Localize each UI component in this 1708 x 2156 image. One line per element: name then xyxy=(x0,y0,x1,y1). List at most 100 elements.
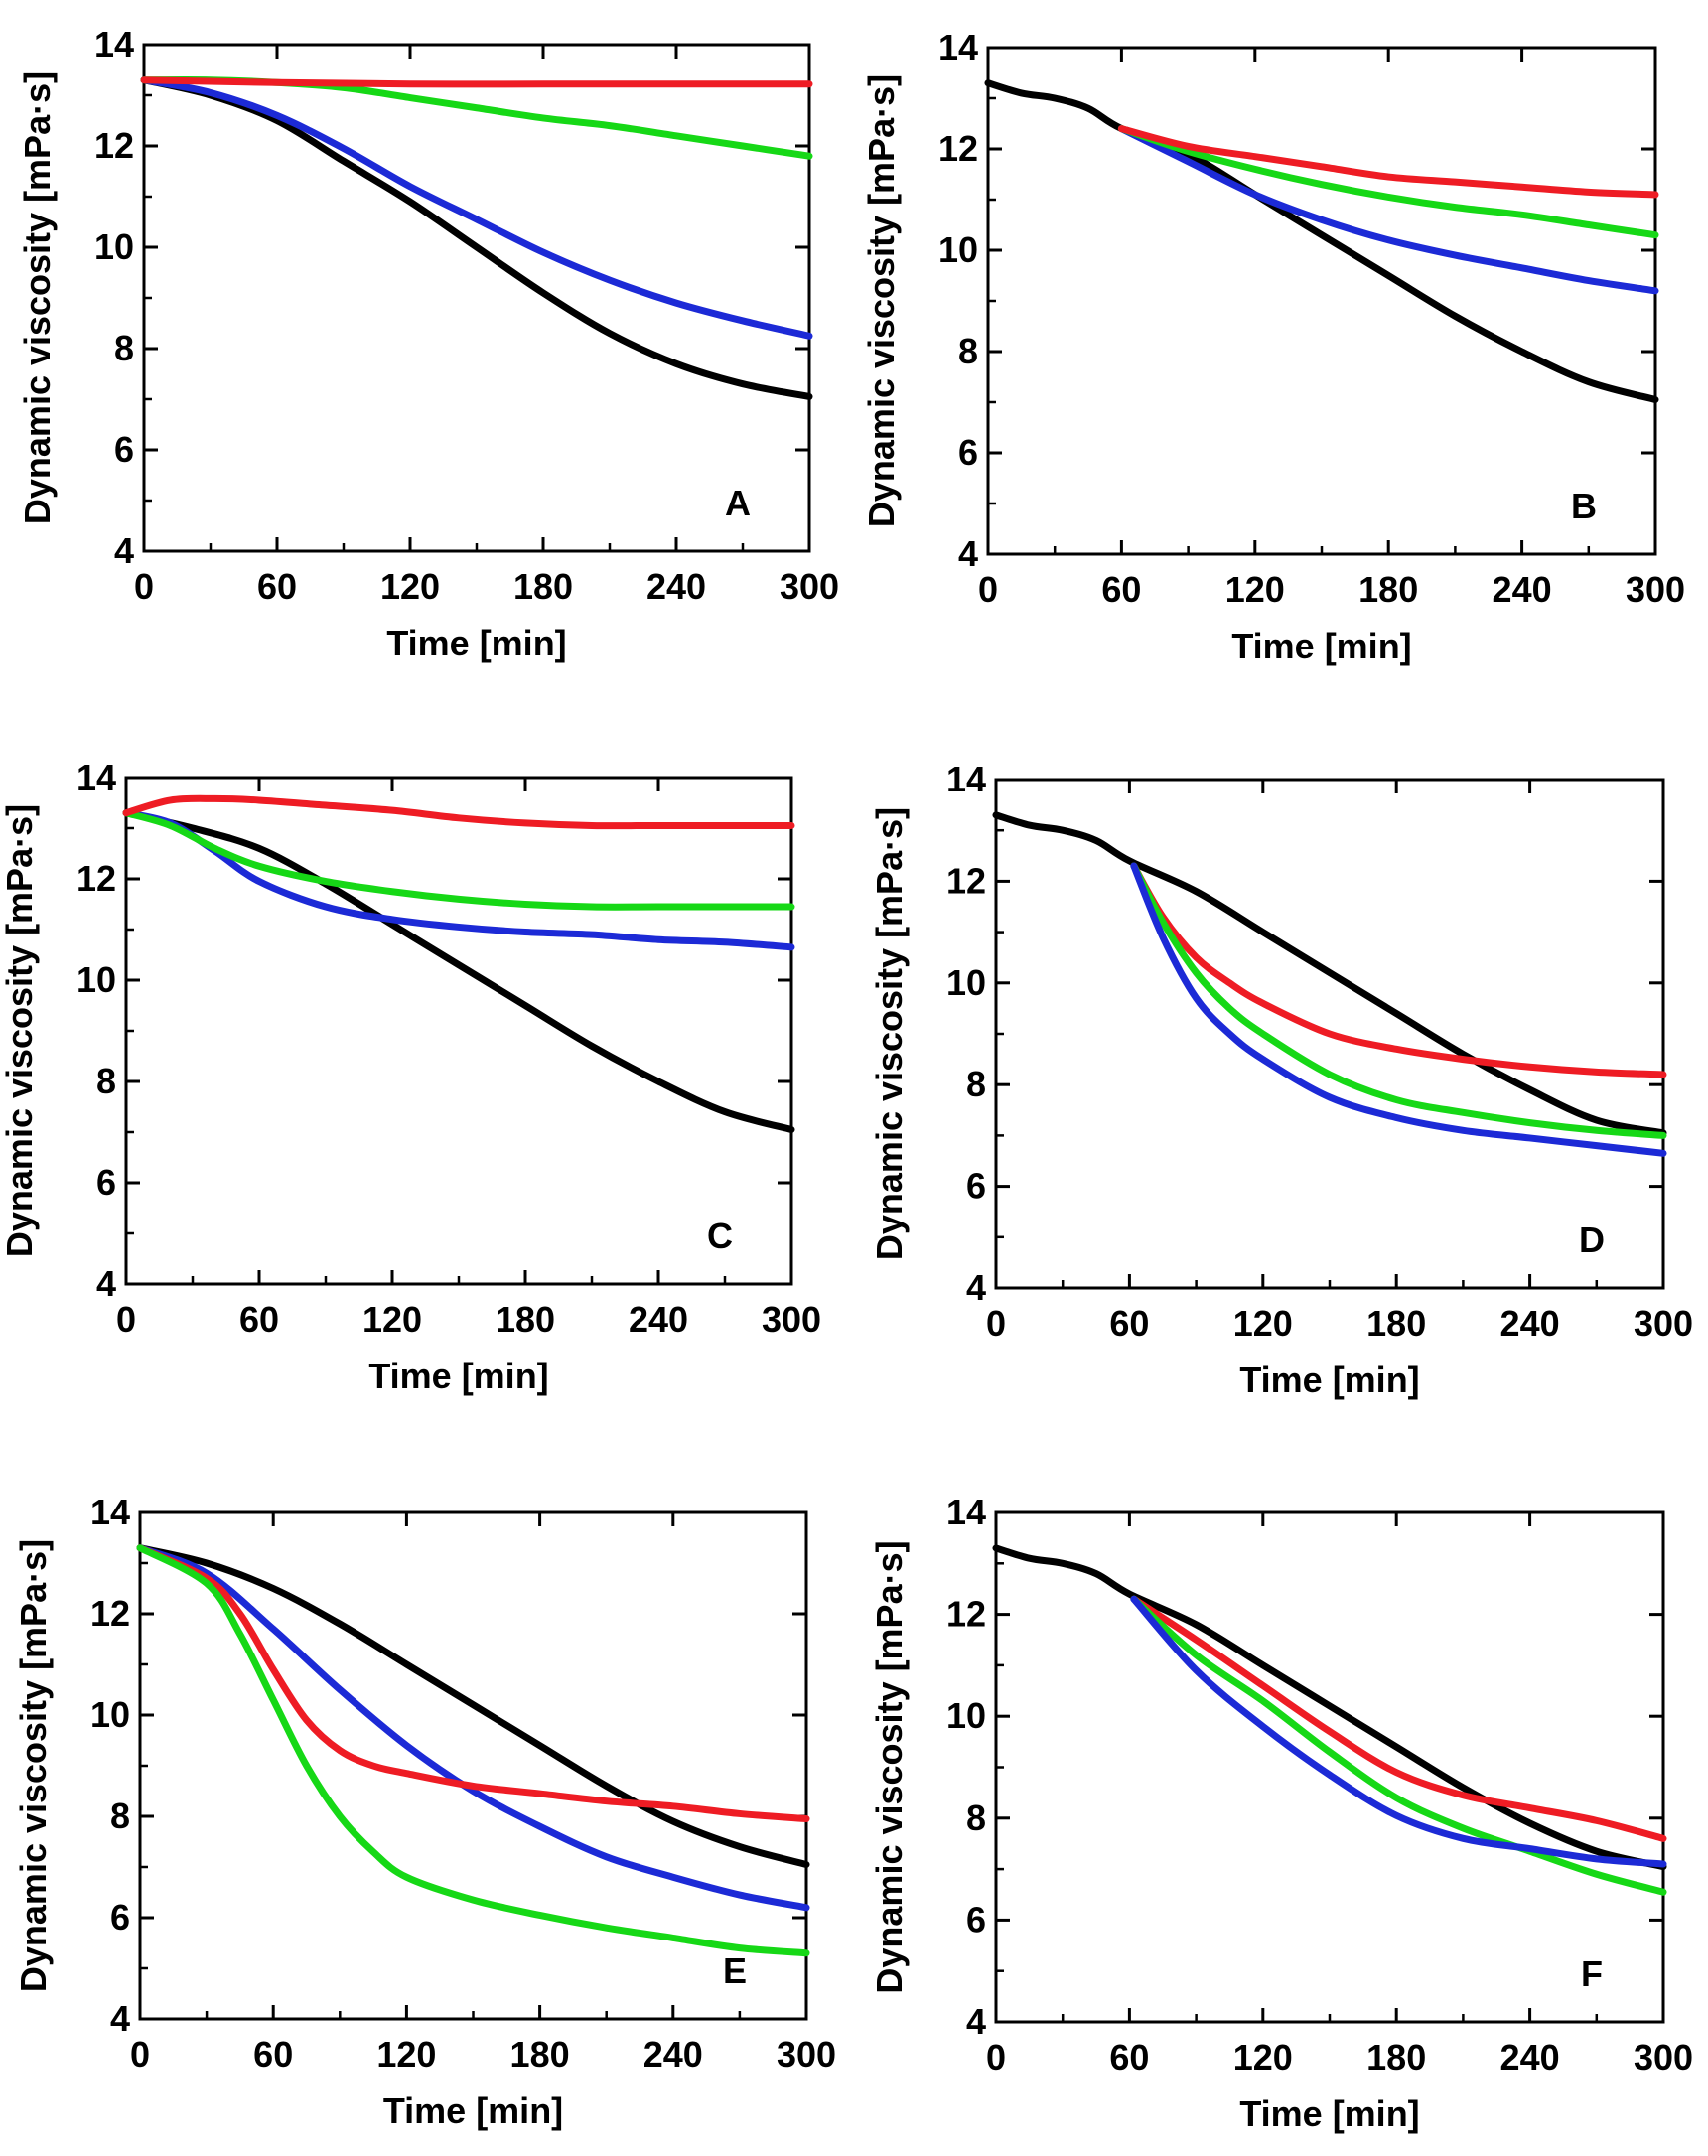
x-axis-title-d: Time [min] xyxy=(1239,1360,1419,1400)
series-line-blue-a xyxy=(140,76,813,340)
chart-panel-f: 0 60 120 180 240 300 4 6 8 10 12 14 Time [min] Dynami… xyxy=(869,1492,1693,2134)
y-tick-label-a: 14 xyxy=(94,24,134,65)
x-tick-label-d: 120 xyxy=(1233,1303,1293,1344)
panel-label-c: C xyxy=(707,1216,733,1256)
y-tick-label-a: 8 xyxy=(114,328,134,368)
x-tick-label-d: 60 xyxy=(1109,1303,1149,1344)
y-tick-label-b: 6 xyxy=(958,432,978,473)
series-line-blue-f xyxy=(1130,1595,1667,1868)
series-line-blue-d xyxy=(1130,862,1667,1157)
x-tick-label-e: 0 xyxy=(130,2034,150,2075)
y-tick-label-c: 6 xyxy=(96,1162,116,1203)
y-tick-label-e: 10 xyxy=(90,1694,130,1735)
series-line-black-b xyxy=(984,79,1659,403)
x-tick-label-a: 300 xyxy=(780,566,839,607)
y-tick-label-c: 8 xyxy=(96,1061,116,1101)
y-tick-label-f: 8 xyxy=(966,1797,986,1838)
y-tick-label-f: 4 xyxy=(966,2001,986,2042)
x-tick-label-e: 240 xyxy=(643,2034,703,2075)
x-tick-label-d: 240 xyxy=(1500,1303,1560,1344)
y-tick-label-b: 4 xyxy=(958,533,978,574)
y-tick-label-d: 14 xyxy=(946,759,986,799)
x-tick-label-e: 300 xyxy=(777,2034,836,2075)
series-line-black-a xyxy=(140,76,813,400)
y-tick-label-a: 6 xyxy=(114,429,134,470)
plot-frame-a xyxy=(142,43,811,553)
x-tick-label-d: 300 xyxy=(1634,1303,1693,1344)
y-tick-label-a: 4 xyxy=(114,530,134,571)
chart-panel-a: 0 60 120 180 240 300 4 6 8 10 12 14 Time [min] Dynami… xyxy=(17,24,839,663)
x-tick-label-c: 60 xyxy=(239,1299,279,1340)
series-line-green-f xyxy=(1130,1595,1667,1896)
chart-panel-d: 0 60 120 180 240 300 4 6 8 10 12 14 Time [min] Dynami… xyxy=(869,759,1693,1400)
y-tick-label-e: 12 xyxy=(90,1593,130,1634)
series-line-red-d xyxy=(1130,862,1667,1078)
x-tick-label-f: 60 xyxy=(1109,2037,1149,2078)
panel-label-f: F xyxy=(1581,1953,1603,1994)
y-tick-label-b: 8 xyxy=(958,331,978,371)
series-line-green-a xyxy=(140,76,813,160)
y-tick-label-e: 4 xyxy=(110,1998,130,2039)
y-axis-title-d: Dynamic viscosity [mPa·s] xyxy=(869,807,910,1260)
x-tick-label-f: 240 xyxy=(1500,2037,1560,2078)
y-tick-label-c: 4 xyxy=(96,1263,116,1304)
x-tick-label-c: 0 xyxy=(116,1299,136,1340)
series-line-green-b xyxy=(1117,125,1659,239)
series-line-blue-c xyxy=(122,809,795,951)
y-tick-label-d: 4 xyxy=(966,1267,986,1308)
x-tick-label-b: 300 xyxy=(1626,569,1685,610)
x-tick-label-b: 240 xyxy=(1493,569,1552,610)
x-tick-label-a: 240 xyxy=(646,566,706,607)
x-tick-label-b: 0 xyxy=(978,569,998,610)
x-tick-label-e: 180 xyxy=(510,2034,570,2075)
y-tick-label-b: 10 xyxy=(938,229,978,270)
x-tick-label-a: 120 xyxy=(380,566,440,607)
panel-label-e: E xyxy=(723,1950,747,1991)
y-tick-label-b: 12 xyxy=(938,128,978,169)
x-tick-label-e: 120 xyxy=(376,2034,436,2075)
x-tick-label-c: 300 xyxy=(762,1299,821,1340)
panel-label-b: B xyxy=(1571,486,1597,526)
series-line-red-a xyxy=(140,76,813,88)
y-axis-title-a: Dynamic viscosity [mPa·s] xyxy=(17,72,58,524)
plot-frame-b xyxy=(986,46,1657,556)
x-tick-label-b: 60 xyxy=(1101,569,1141,610)
y-axis-title-c: Dynamic viscosity [mPa·s] xyxy=(0,804,40,1257)
x-tick-label-f: 0 xyxy=(986,2037,1006,2078)
x-tick-label-c: 180 xyxy=(496,1299,555,1340)
series-line-blue-e xyxy=(136,1544,810,1912)
y-tick-label-f: 6 xyxy=(966,1899,986,1940)
x-tick-label-a: 0 xyxy=(134,566,154,607)
y-tick-label-a: 12 xyxy=(94,125,134,166)
y-tick-label-e: 6 xyxy=(110,1897,130,1938)
chart-panel-e: 0 60 120 180 240 300 4 6 8 10 12 14 Time [min] Dynami… xyxy=(13,1492,836,2131)
y-tick-label-e: 14 xyxy=(90,1492,130,1532)
plot-frame-f xyxy=(994,1510,1665,2024)
series-line-green-e xyxy=(136,1544,810,1957)
x-axis-title-e: Time [min] xyxy=(383,2090,563,2131)
series-line-green-d xyxy=(1130,862,1667,1139)
series-line-red-c xyxy=(122,794,795,830)
panel-label-d: D xyxy=(1579,1220,1605,1260)
chart-panel-b: 0 60 120 180 240 300 4 6 8 10 12 14 Time [min] Dynami… xyxy=(861,27,1685,666)
y-tick-label-f: 14 xyxy=(946,1492,986,1532)
series-line-black-d xyxy=(992,811,1667,1137)
y-axis-title-e: Dynamic viscosity [mPa·s] xyxy=(13,1539,54,1992)
y-tick-label-d: 12 xyxy=(946,860,986,901)
series-line-black-c xyxy=(122,809,795,1133)
y-tick-label-b: 14 xyxy=(938,27,978,68)
series-line-black-f xyxy=(992,1544,1667,1871)
series-line-black-e xyxy=(136,1544,810,1868)
y-tick-label-d: 6 xyxy=(966,1166,986,1207)
y-tick-label-c: 14 xyxy=(76,757,116,797)
x-tick-label-e: 60 xyxy=(253,2034,293,2075)
series-line-blue-b xyxy=(1117,125,1659,295)
x-tick-label-b: 180 xyxy=(1358,569,1418,610)
y-axis-title-f: Dynamic viscosity [mPa·s] xyxy=(869,1540,910,1993)
y-tick-label-c: 12 xyxy=(76,858,116,899)
series-line-red-b xyxy=(1117,125,1659,199)
y-tick-label-f: 10 xyxy=(946,1695,986,1736)
chart-panel-c: 0 60 120 180 240 300 4 6 8 10 12 14 Time [min] Dynami… xyxy=(0,757,821,1396)
y-tick-label-e: 8 xyxy=(110,1796,130,1836)
panel-label-a: A xyxy=(725,483,751,523)
